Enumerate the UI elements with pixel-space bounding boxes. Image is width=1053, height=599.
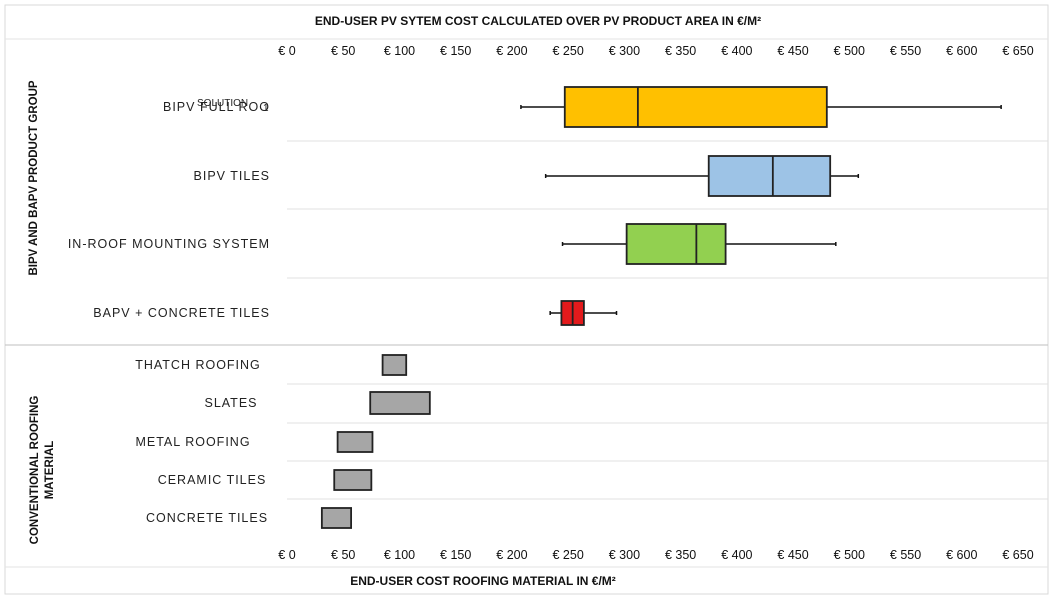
top-tick-label: € 0 [278,44,295,58]
box-marks [320,86,1002,529]
top-tick-label: € 100 [384,44,415,58]
bottom-tick-label: € 450 [777,548,808,562]
box [563,86,828,128]
top-tick-label: € 500 [834,44,865,58]
category-label: SLATES [204,396,257,410]
category-label-overlay: SOLUTION [197,98,248,109]
category-label: BIPV TILES [194,169,270,183]
row-separators [287,140,1048,500]
box [625,223,727,265]
top-axis-title: END-USER PV SYTEM COST CALCULATED OVER P… [315,14,761,28]
category-label: CONCRETE TILES [146,511,268,525]
bottom-tick-label: € 0 [278,548,295,562]
box [336,431,374,453]
category-label: CERAMIC TILES [158,473,267,487]
chart-frame [4,4,1049,595]
top-tick-label: € 350 [665,44,696,58]
top-tick-label: € 250 [553,44,584,58]
group-label-conventional: CONVENTIONAL ROOFING MATERIAL [29,396,56,545]
box [381,354,408,376]
bottom-tick-label: € 350 [665,548,696,562]
top-tick-label: € 150 [440,44,471,58]
bottom-axis-title: END-USER COST ROOFING MATERIAL IN €/M² [350,574,616,588]
bottom-tick-label: € 250 [553,548,584,562]
top-tick-label: € 550 [890,44,921,58]
box [320,507,353,529]
group-label-bipv: BIPV AND BAPV PRODUCT GROUP [28,80,40,275]
bottom-tick-label: € 50 [331,548,355,562]
bottom-tick-label: € 600 [946,548,977,562]
bottom-tick-label: € 550 [890,548,921,562]
box [707,155,832,197]
category-label: IN-ROOF MOUNTING SYSTEM [68,237,270,251]
category-label: BAPV + CONCRETE TILES [93,306,270,320]
bottom-tick-label: € 200 [496,548,527,562]
bottom-tick-label: € 100 [384,548,415,562]
bottom-tick-label: € 300 [609,548,640,562]
bottom-tick-label: € 400 [721,548,752,562]
top-tick-label: € 600 [946,44,977,58]
category-label-tail: 1 [263,103,269,114]
outer-border [4,4,1049,595]
top-tick-label: € 450 [777,44,808,58]
box [333,469,373,491]
category-label: METAL ROOFING [135,435,250,449]
group-labels: BIPV AND BAPV PRODUCT GROUP CONVENTIONAL … [28,80,56,544]
top-tick-label: € 650 [1002,44,1033,58]
bottom-tick-labels: € 0 € 50 € 100 € 150 € 200 € 250 € 300 € 350 € 4… [278,548,1033,562]
top-tick-labels: € 0 € 50 € 100 € 150 € 200 € 250 € 300 € 350 € 4… [278,44,1033,58]
top-tick-label: € 50 [331,44,355,58]
top-tick-label: € 200 [496,44,527,58]
group-label-line: MATERIAL [44,441,56,500]
box [369,391,431,415]
group-label-line: CONVENTIONAL ROOFING [29,396,41,545]
bottom-tick-label: € 500 [834,548,865,562]
category-label: BIPV FULL ROO [163,100,270,114]
bottom-tick-label: € 650 [1002,548,1033,562]
category-label: THATCH ROOFING [135,358,261,372]
bottom-tick-label: € 150 [440,548,471,562]
top-tick-label: € 300 [609,44,640,58]
top-tick-label: € 400 [721,44,752,58]
